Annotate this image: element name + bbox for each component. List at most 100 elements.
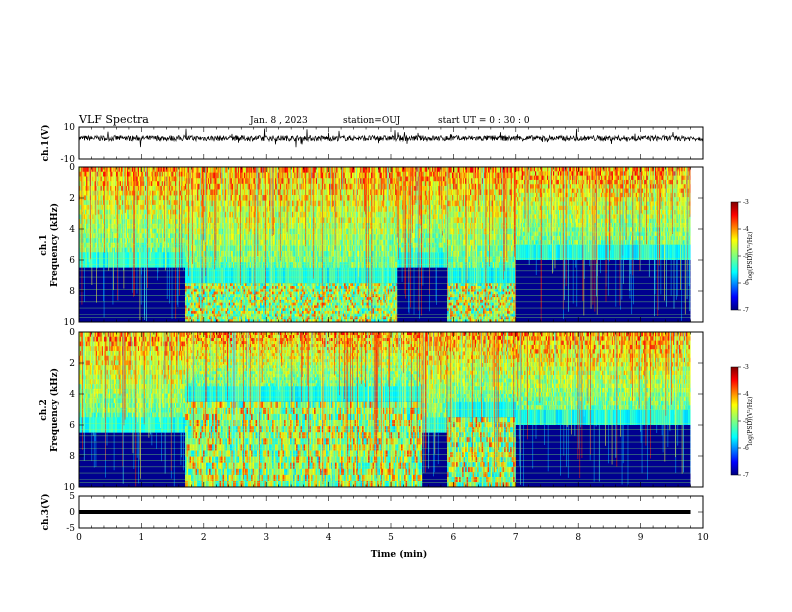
ch1-spectrogram-cell	[192, 167, 194, 174]
ch1-spectrogram-cell	[153, 247, 155, 253]
ch1-spectrogram-cell	[308, 256, 310, 263]
ch1-spectrogram-cell	[87, 252, 90, 268]
ch1-spectrogram-cell	[366, 189, 368, 196]
ch1-spectrogram-cell	[351, 234, 354, 241]
ch1-spectrogram-cell	[86, 190, 88, 196]
ch1-spectrogram-cell	[119, 176, 122, 182]
ch1-spectrogram-cell	[343, 178, 345, 185]
ch1-spectrogram-cell	[137, 190, 140, 196]
ch1-spectrogram-cell	[128, 209, 130, 215]
ch1-spectrogram-cell	[301, 183, 303, 190]
ch1-spectrogram-cell	[251, 239, 253, 246]
ch1-spectrogram-cell	[338, 239, 340, 246]
ch1-spectrogram-cell	[248, 250, 250, 258]
ch1-spectrogram-cell	[160, 171, 162, 177]
ch1-spectrogram-cell	[313, 256, 315, 263]
ch1-spectrogram-cell	[323, 239, 325, 246]
ch1-spectrogram-cell	[273, 183, 276, 190]
ch1-spectrogram-cell	[380, 167, 382, 174]
ch1-spectrogram-cell	[350, 167, 352, 174]
ch1-spectrogram-cell	[266, 211, 268, 218]
ch1-spectrogram-cell	[391, 183, 393, 190]
ch1-spectrogram-cell	[260, 262, 262, 269]
ch1-spectrogram-cell	[373, 239, 375, 246]
ch1-spectrogram-cell	[106, 238, 108, 244]
ch1-spectrogram-cell	[368, 245, 370, 252]
ch1-spectrogram-cell	[335, 234, 337, 241]
ch1-spectrogram-cell	[221, 250, 223, 258]
ch1-spectrogram-cell	[273, 262, 276, 269]
ch1-spectrogram-cell	[309, 245, 312, 252]
ch1-spectrogram-cell	[366, 178, 368, 185]
ch1-spectrogram-cell	[336, 178, 338, 185]
ch1-spectrogram-cell	[86, 176, 88, 182]
ch1-spectrogram-cell	[276, 189, 278, 196]
ch1-spectrogram-cell	[261, 250, 264, 258]
ch1-spectrogram-cell	[368, 250, 370, 258]
ch1-spectrogram-cell	[363, 239, 366, 246]
ch1-spectrogram-cell	[306, 194, 308, 202]
ch1-spectrogram-cell	[343, 167, 345, 174]
ch1-spectrogram-cell	[335, 256, 337, 263]
ch1-spectrogram-cell	[158, 181, 160, 187]
ch1-spectrogram-cell	[327, 228, 330, 235]
ch1-spectrogram-cell	[391, 256, 393, 263]
ch1-spectrogram-cell	[289, 167, 291, 174]
ch1-spectrogram-cell	[203, 250, 205, 258]
ch1-spectrogram-cell	[233, 211, 235, 218]
ch1-spectrogram-cell	[349, 234, 351, 241]
ch1-spectrogram-cell	[242, 178, 244, 185]
ch1-spectrogram-cell	[287, 228, 289, 235]
ch1-spectrogram-cell	[218, 211, 220, 218]
ch1-spectrogram-cell	[326, 178, 328, 185]
ch1-spectrogram-cell	[103, 176, 105, 182]
ch1-spectrogram-cell	[308, 211, 310, 218]
ch1-spectrogram-cell	[315, 245, 318, 252]
ch1-spectrogram-cell	[335, 189, 337, 196]
ch1-spectrogram-cell	[227, 183, 229, 190]
ch1-spectrogram-cell	[387, 239, 390, 246]
ch1-spectrogram-cell	[347, 206, 349, 213]
ch1-spectrogram-cell	[161, 247, 164, 253]
ch1-spectrogram-cell	[396, 239, 398, 246]
ch1-spectrogram-cell	[263, 194, 265, 202]
ch1-spectrogram-cell	[177, 238, 179, 244]
ch1-spectrogram-cell	[101, 252, 104, 268]
ch1-spectrogram-cell	[130, 214, 132, 220]
ch1-spectrogram-cell	[249, 250, 252, 258]
ch1-spectrogram-cell	[258, 200, 260, 207]
ch1-spectrogram-cell	[347, 245, 349, 252]
ch1-spectrogram-cell	[197, 239, 199, 246]
ch1-spectrogram-cell	[261, 245, 264, 252]
ch1-spectrogram-cell	[186, 239, 188, 246]
ch1-spectrogram-cell	[294, 262, 296, 269]
ch1-spectrogram-cell	[247, 178, 249, 185]
ch1-spectrogram-cell	[245, 194, 247, 202]
ch1-spectrogram-cell	[302, 167, 304, 174]
ch1-spectrogram-cell	[125, 181, 128, 187]
ch1-spectrogram-cell	[169, 190, 171, 196]
ch1-spectrogram-cell	[379, 250, 381, 258]
ch1-spectrogram-cell	[158, 219, 160, 225]
ch1-spectrogram-cell	[269, 245, 271, 252]
ch1-spectrogram-cell	[211, 245, 213, 252]
ch1-spectrogram-cell	[293, 194, 295, 202]
ch1-spectrogram-cell	[369, 256, 372, 263]
ch1-spectrogram-cell	[237, 167, 240, 174]
ch1-spectrogram-cell	[365, 200, 367, 207]
ch1-spectrogram-cell	[240, 234, 242, 241]
ch1-spectrogram-cell	[192, 178, 194, 185]
ch1-spectrogram-cell	[188, 250, 190, 258]
ch1-spectrogram-cell	[314, 167, 316, 174]
ch1-spectrogram-cell	[366, 167, 368, 174]
ch1-spectrogram-cell	[267, 228, 270, 235]
ch1-spectrogram-cell	[194, 200, 196, 207]
ch1-spectrogram-cell	[315, 250, 318, 258]
ch1-spectrogram-cell	[287, 250, 289, 258]
ch1-spectrogram-cell	[242, 234, 244, 241]
ch1-spectrogram-cell	[85, 171, 87, 177]
ch1-spectrogram-cell	[217, 234, 219, 241]
ch1-spectrogram-cell	[83, 190, 86, 196]
ch1-spectrogram-cell	[229, 211, 231, 218]
ch1-spectrogram-cell	[167, 242, 170, 249]
